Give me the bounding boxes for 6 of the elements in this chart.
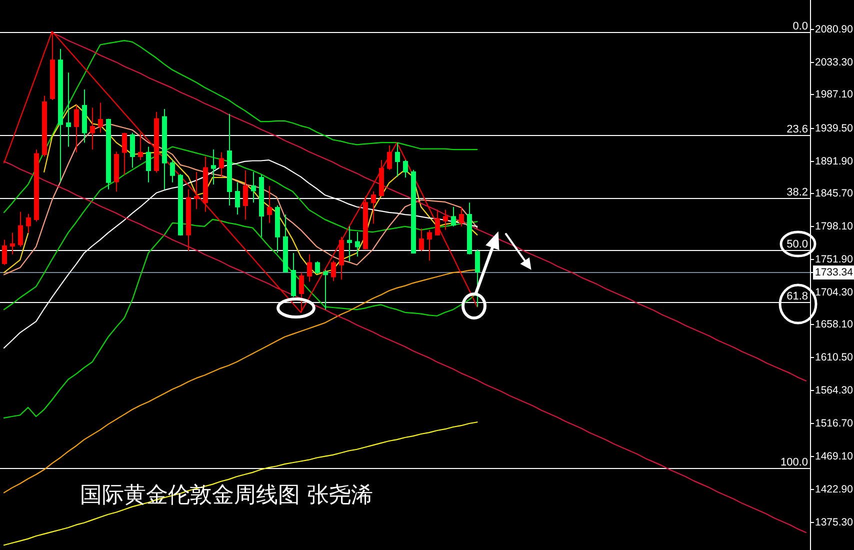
annotation: 38.2	[786, 186, 808, 198]
annotation: 0.0	[792, 20, 808, 32]
annotation: 100.0	[780, 456, 808, 468]
annotation: 23.6	[786, 124, 808, 136]
annotation: 50.0	[786, 238, 808, 250]
annotation: 61.8	[786, 290, 808, 302]
